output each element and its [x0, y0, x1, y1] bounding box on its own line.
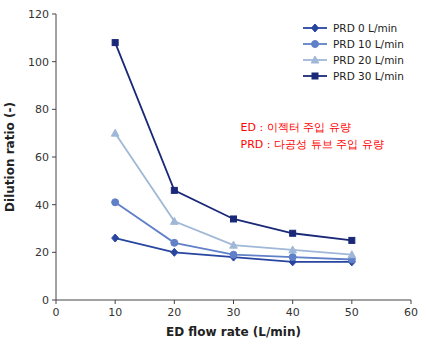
y-tick-label: 0	[42, 294, 49, 307]
y-tick	[52, 61, 56, 62]
y-tick-label: 120	[28, 8, 49, 21]
x-tick	[56, 300, 57, 304]
x-tick	[115, 300, 116, 304]
legend-marker	[311, 56, 319, 63]
x-tick	[233, 300, 234, 304]
y-tick	[52, 204, 56, 205]
point	[290, 230, 296, 236]
y-tick-label: 60	[35, 151, 49, 164]
x-tick	[174, 300, 175, 304]
x-tick-label: 40	[286, 306, 300, 319]
legend-marker	[312, 73, 318, 79]
point	[171, 187, 177, 193]
x-tick-label: 20	[167, 306, 181, 319]
point	[171, 248, 178, 256]
y-tick	[52, 157, 56, 158]
y-tick	[52, 14, 56, 15]
legend-label: PRD 30 L/min	[333, 70, 404, 82]
background	[0, 0, 426, 346]
legend-label: PRD 10 L/min	[333, 38, 404, 50]
chart: 0 10 20 30 40 50 60 0 20 40 60 80 100 120 ED flow rate…	[0, 0, 426, 346]
point	[112, 40, 118, 46]
point	[112, 234, 119, 242]
y-axis-label: Dilution ratio (-)	[3, 102, 17, 212]
legend-label: PRD 0 L/min	[333, 22, 397, 34]
point	[230, 241, 238, 248]
y-tick	[52, 252, 56, 253]
x-tick-label: 50	[345, 306, 359, 319]
point	[171, 217, 179, 224]
x-tick-label: 10	[108, 306, 122, 319]
series-line	[115, 202, 352, 259]
x-tick	[292, 300, 293, 304]
legend-background	[297, 16, 409, 88]
x-tick-label: 60	[404, 306, 418, 319]
annotation: PRD : 다공성 튜브 주입 유량	[241, 138, 384, 151]
y-tick-label: 40	[35, 199, 49, 212]
y-tick-label: 100	[28, 56, 49, 69]
point	[112, 199, 119, 206]
point	[349, 237, 355, 243]
point	[230, 251, 237, 258]
y-tick-label: 80	[35, 103, 49, 116]
y-tick	[52, 109, 56, 110]
legend-marker	[312, 24, 319, 32]
legend-label: PRD 20 L/min	[333, 54, 404, 66]
y-tick-label: 20	[35, 246, 49, 259]
point	[171, 239, 178, 246]
annotation: ED : 이젝터 주입 유량	[241, 121, 351, 134]
point	[289, 254, 296, 261]
legend: PRD 0 L/min PRD 10 L/min PRD 20 L/min PRD 3…	[297, 16, 409, 88]
legend-marker	[312, 41, 319, 48]
point	[289, 246, 297, 253]
x-axis-label: ED flow rate (L/min)	[166, 325, 301, 339]
y-tick	[52, 300, 56, 301]
point	[348, 251, 356, 258]
point	[111, 129, 119, 136]
x-tick-label: 30	[227, 306, 241, 319]
x-tick-label: 0	[53, 306, 60, 319]
x-tick	[351, 300, 352, 304]
x-tick	[411, 300, 412, 304]
point	[231, 216, 237, 222]
